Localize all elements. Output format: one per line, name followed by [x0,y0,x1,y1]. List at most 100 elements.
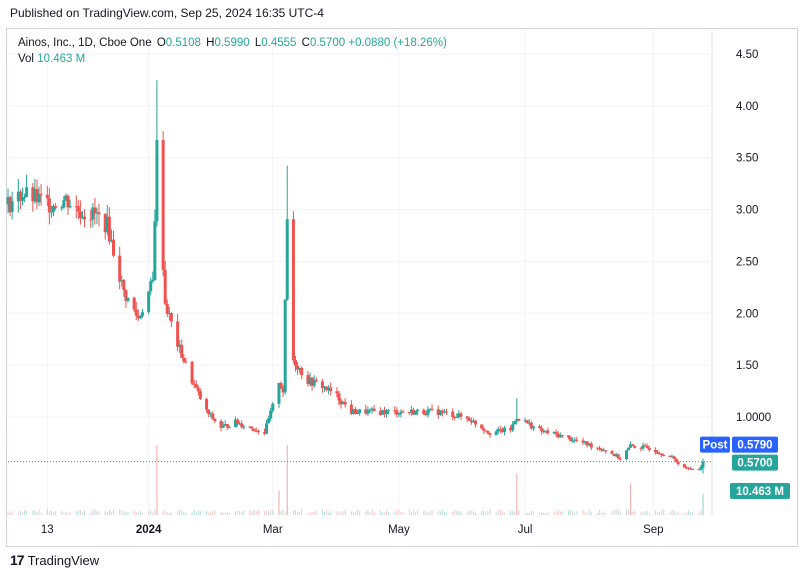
candle-body [436,409,440,415]
volume-bar [528,512,530,515]
candle-body [8,197,12,213]
post-price-badge: 0.5790 [737,440,772,452]
volume-bar [371,509,373,515]
volume-bar [263,510,265,515]
candle-body [517,418,521,421]
volume-bar [108,510,110,515]
volume-bar [487,511,489,515]
volume-bar [92,510,94,515]
volume-bar [307,512,309,515]
candle-body [645,445,649,448]
candle-body [618,458,622,460]
candle-body [227,427,231,429]
open-value: 0.5108 [165,37,201,49]
volume-bar [568,509,570,515]
candle-body [93,207,97,214]
candle-body [496,428,500,432]
candle-body [494,431,498,435]
tradingview-logo-icon: 17 [10,552,25,568]
candle-body [10,201,14,213]
volume-bar [315,510,317,515]
volume-bar [81,512,83,515]
volume-bar [677,511,679,515]
volume-bar [199,511,201,515]
candle-body [60,207,64,209]
candle-body [585,441,589,446]
volume-bar [214,510,216,515]
volume-bar [429,511,431,515]
candle-body [89,219,93,221]
volume-bar [220,511,222,515]
volume-bar [297,512,299,515]
candle-body [699,466,703,470]
volume-bar [394,511,396,515]
candle-body [531,426,535,429]
candle-body [165,303,169,314]
volume-bar [7,511,9,515]
volume-bar [183,511,185,515]
candle-body [20,198,24,201]
candle-body [140,312,144,316]
volume-bar [235,511,237,515]
volume-bar [94,509,96,515]
volume-bar [586,512,588,515]
candle-body [604,450,608,452]
volume-bar [499,509,501,515]
candle-body [523,420,527,422]
volume-bar [299,511,301,515]
volume-bar [692,512,694,515]
candle-body [486,431,490,434]
candle-body [397,413,401,415]
candle-body [614,454,618,457]
volume-bar [226,512,228,515]
candle-body [558,434,562,438]
candle-body [687,467,691,469]
volume-bar [367,510,369,515]
candle-body [407,412,411,414]
volume-bar [323,511,325,515]
volume-bar [659,512,661,515]
volume-bar [350,511,352,515]
candle-body [153,221,157,280]
volume-bar [646,510,648,515]
tradingview-brand[interactable]: 17 TradingView [10,552,99,568]
volume-bar [673,510,675,515]
volume-bar [648,512,650,515]
candle-body [364,409,368,414]
candle-body [616,454,620,459]
volume-bar [241,512,243,515]
candle-body [178,344,182,347]
volume-bar [398,509,400,515]
candle-body [213,418,217,422]
volume-bar [524,512,526,515]
volume-bar [36,512,38,515]
volume-bar [599,510,601,515]
candle-body [378,411,382,415]
candle-body [658,453,662,455]
candle-body [236,419,240,424]
candle-body [147,291,151,313]
candle-body [291,219,295,361]
volume-bar [690,511,692,515]
symbol-title: Ainos, Inc., 1D, Cboe One [18,37,152,49]
candle-body [596,447,600,449]
candle-body [314,379,318,382]
volume-bar [135,511,137,515]
candle-body [296,365,300,370]
candle-body [16,191,20,202]
volume-bar [441,509,443,515]
volume-bar [301,509,303,515]
volume-bar [671,510,673,515]
candle-body [300,367,304,376]
candle-body [598,447,602,450]
candle-body [411,409,415,415]
candle-body [471,420,475,423]
volume-bar [458,511,460,515]
candle-body [126,297,130,301]
candle-body [349,404,353,414]
candle-body [25,187,29,197]
candle-body [469,420,473,423]
volume-bar [396,509,398,515]
candle-body [312,379,316,386]
